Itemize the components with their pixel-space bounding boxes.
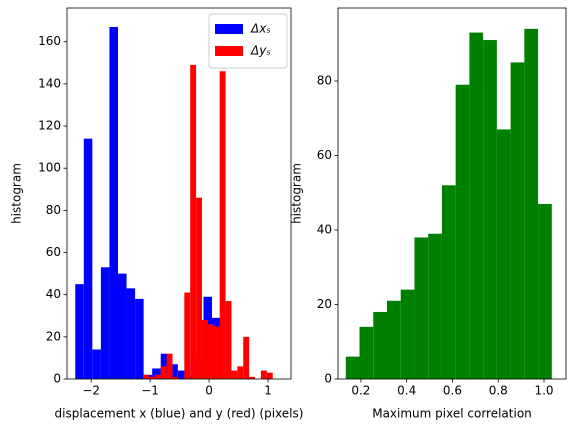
- x-tick-label: 1: [264, 384, 272, 398]
- y-tick-label: 20: [46, 329, 61, 343]
- bar: [524, 28, 539, 380]
- bar: [184, 292, 191, 379]
- bar: [538, 203, 552, 379]
- bar: [190, 64, 197, 380]
- bar: [266, 372, 273, 379]
- bar: [154, 374, 161, 379]
- bar: [225, 301, 232, 379]
- y-tick-label: 40: [317, 223, 332, 237]
- legend-label: Δyₛ: [250, 44, 271, 58]
- bar: [169, 364, 178, 379]
- y-tick-label: 80: [46, 203, 61, 217]
- bar: [201, 319, 208, 379]
- x-axis-label: displacement x (blue) and y (red) (pixel…: [55, 407, 304, 421]
- y-axis-label: histogram: [10, 163, 24, 224]
- y-tick-label: 20: [317, 297, 332, 311]
- bar: [117, 273, 127, 379]
- y-tick-label: 160: [38, 34, 61, 48]
- bar: [100, 267, 110, 379]
- bar: [92, 349, 101, 379]
- bar: [143, 374, 149, 379]
- x-tick-label: 0.8: [489, 384, 508, 398]
- bar: [166, 353, 173, 379]
- x-tick-label: 0.4: [397, 384, 416, 398]
- legend-swatch: [215, 24, 243, 34]
- legend-swatch: [215, 46, 243, 56]
- x-tick-label: 0.6: [443, 384, 462, 398]
- x-tick-label: 0: [205, 384, 213, 398]
- y-tick-label: 60: [317, 148, 332, 162]
- legend: Δxₛ Δyₛ: [208, 13, 288, 69]
- bar: [441, 185, 456, 379]
- x-tick-label: −1: [141, 384, 159, 398]
- bar: [400, 289, 415, 379]
- y-tick-label: 120: [38, 119, 61, 133]
- bar: [345, 356, 360, 379]
- axes-frame: [337, 7, 567, 380]
- bar: [455, 84, 470, 379]
- bar: [196, 197, 202, 379]
- axes-frame: [66, 7, 292, 380]
- bar: [359, 326, 374, 379]
- y-tick-label: 60: [46, 245, 61, 259]
- bar: [177, 370, 187, 379]
- bar: [510, 62, 525, 379]
- legend-label: Δxₛ: [250, 22, 271, 36]
- bar: [483, 40, 497, 379]
- y-tick-label: 0: [53, 372, 61, 386]
- bar: [243, 336, 250, 379]
- bar: [219, 71, 226, 379]
- y-tick-label: 140: [38, 76, 61, 90]
- y-tick-label: 0: [324, 372, 332, 386]
- bar: [260, 370, 267, 379]
- bar: [469, 32, 484, 379]
- bar: [148, 376, 155, 379]
- x-axis-label: Maximum pixel correlation: [372, 407, 532, 421]
- panel: 0.2 0.4 0.6 0.8 1.0 0 20 40 60 80 Maximum pixel co…: [290, 7, 567, 421]
- bar: [207, 324, 214, 379]
- bar: [83, 138, 93, 379]
- bar: [109, 26, 118, 380]
- bar: [75, 284, 84, 379]
- panel: −2 −1 0 1020406080100120140160displacement …: [10, 7, 304, 421]
- x-tick-label: −2: [82, 384, 100, 398]
- bar: [414, 237, 429, 379]
- x-tick-label: 1.0: [534, 384, 553, 398]
- y-tick-label: 80: [317, 74, 332, 88]
- legend-box: [208, 13, 288, 69]
- bar: [126, 288, 136, 379]
- bar: [386, 300, 401, 379]
- bar: [249, 376, 256, 379]
- bar: [172, 376, 179, 379]
- bar: [373, 311, 387, 379]
- bar: [213, 326, 220, 379]
- y-axis-label: histogram: [290, 163, 304, 224]
- bar: [231, 370, 238, 379]
- y-tick-label: 100: [38, 161, 61, 175]
- y-tick-label: 40: [46, 287, 61, 301]
- bar: [428, 233, 442, 379]
- bar: [237, 366, 244, 379]
- bar: [160, 366, 167, 379]
- bar: [152, 368, 161, 379]
- bar: [135, 298, 144, 379]
- x-tick-label: 0.2: [351, 384, 370, 398]
- bar: [496, 129, 511, 379]
